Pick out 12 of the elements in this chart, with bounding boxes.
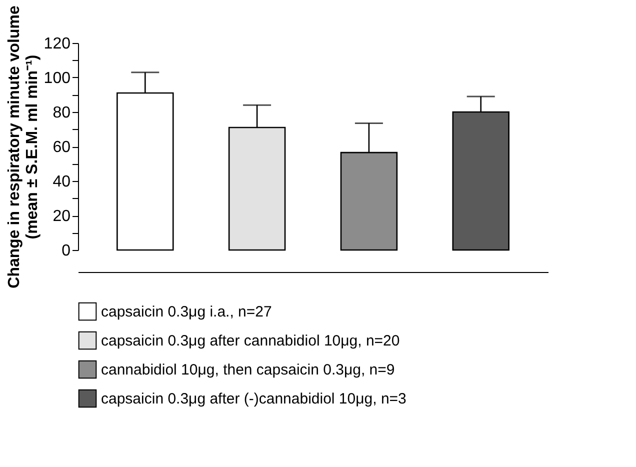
y-tick-label: 80 (52, 104, 71, 122)
legend-label: cannabidiol 10μg, then capsaicin 0.3μg, n=9 (101, 362, 395, 378)
y-tick-label: 100 (44, 70, 71, 87)
y-tick-label: 60 (52, 139, 71, 156)
legend-label: capsaicin 0.3μg after cannabidiol 10μg, n=20 (101, 332, 400, 350)
y-axis-title: Change in respiratory minute volume (mean ± S.E.M. ml min⁻¹) (6, 6, 41, 288)
y-tick-label: 40 (52, 174, 71, 190)
legend-label: capsaicin 0.3μg i.a., n=27 (101, 304, 272, 320)
y-tick-label: 120 (44, 36, 71, 52)
y-tick-label: 0 (62, 242, 71, 260)
y-tick-label: 20 (52, 208, 71, 225)
legend-label: capsaicin 0.3μg after (-)cannabidiol 10μg, n=3 (101, 390, 406, 408)
